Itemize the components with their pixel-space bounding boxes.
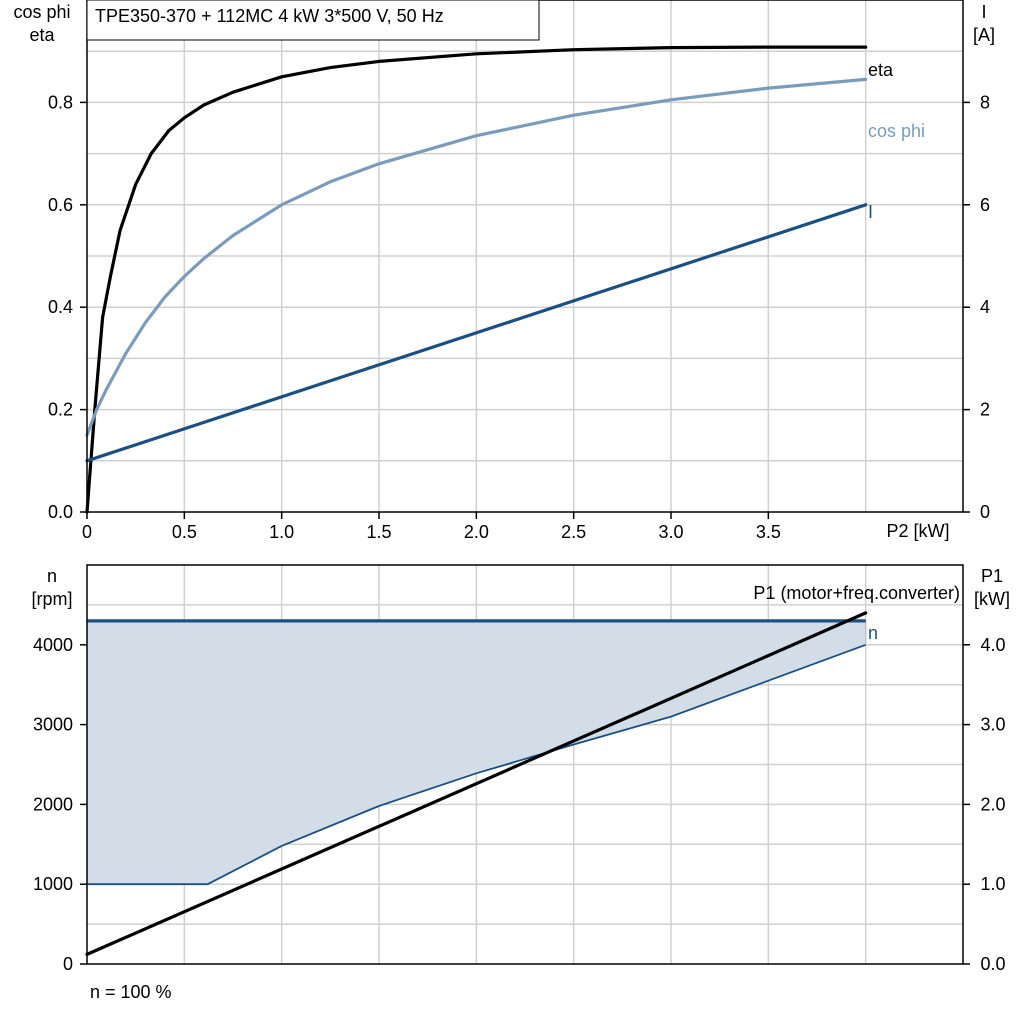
x-tick-label: 0: [82, 522, 92, 542]
eta-series-label: eta: [868, 60, 894, 80]
y-left-tick-label: 2000: [33, 794, 73, 814]
x-tick-label: 3.0: [658, 522, 683, 542]
top-left-axis-label-1: cos phi: [13, 2, 70, 22]
current-line: [85, 203, 868, 463]
footnote: n = 100 %: [90, 982, 172, 1002]
y-left-tick-label: 0.8: [48, 92, 73, 112]
y-right-tick-label: 0.0: [980, 954, 1005, 974]
y-left-tick-label: 0.0: [48, 502, 73, 522]
bottom-series: [85, 611, 868, 957]
top-tick-labels: 0 0.5 1.0 1.5 2.0 2.5 3.0 3.5 0.0 0.2 0.4 0.6 0.8 0 2 4…: [48, 92, 990, 542]
y-left-tick-label: 0.4: [48, 297, 73, 317]
cos-phi-series-label: cos phi: [868, 121, 925, 141]
bottom-left-axis-label-2: [rpm]: [31, 589, 72, 609]
y-right-tick-label: 0: [980, 502, 990, 522]
p1-power-line: [85, 611, 868, 957]
y-right-tick-label: 4.0: [980, 635, 1005, 655]
speed-power-panel: 0 1000 2000 3000 4000 0.0 1.0 2.0 3.0 4.0 n [rpm]…: [31, 564, 1010, 974]
bottom-tick-labels: 0 1000 2000 3000 4000 0.0 1.0 2.0 3.0 4.0: [33, 635, 1006, 974]
speed-min-curve: [87, 643, 867, 886]
speed-range-area: [87, 620, 866, 885]
bottom-right-axis-label-1: P1: [981, 566, 1003, 586]
cos-phi-curve: [85, 77, 868, 437]
bottom-right-axis-label-2: [kW]: [974, 589, 1010, 609]
y-left-tick-label: 3000: [33, 715, 73, 735]
eta-curve: [85, 45, 868, 514]
x-tick-label: 2.0: [464, 522, 489, 542]
title-box: [86, 0, 540, 41]
top-left-axis-label-2: eta: [29, 25, 55, 45]
x-tick-label: 1.5: [366, 522, 391, 542]
y-right-tick-label: 1.0: [980, 874, 1005, 894]
y-left-tick-label: 0: [63, 954, 73, 974]
y-left-tick-label: 0.6: [48, 195, 73, 215]
y-right-tick-label: 8: [980, 92, 990, 112]
y-right-tick-label: 2: [980, 400, 990, 420]
y-right-tick-label: 6: [980, 195, 990, 215]
x-tick-label: 0.5: [172, 522, 197, 542]
x-tick-label: 2.5: [561, 522, 586, 542]
y-left-tick-label: 0.2: [48, 400, 73, 420]
speed-series-label: n: [868, 623, 878, 643]
x-tick-label: 3.5: [756, 522, 781, 542]
p1-series-label: P1 (motor+freq.converter): [753, 583, 960, 603]
current-series-label: I: [868, 202, 873, 222]
x-tick-label: 1.0: [269, 522, 294, 542]
y-left-tick-label: 1000: [33, 874, 73, 894]
chart-title: TPE350-370 + 112MC 4 kW 3*500 V, 50 Hz: [95, 6, 444, 26]
bottom-plot-frame: [86, 564, 964, 965]
y-left-tick-label: 4000: [33, 635, 73, 655]
top-plot-frame: [86, 0, 964, 513]
y-right-tick-label: 4: [980, 297, 990, 317]
bottom-left-axis-label-1: n: [47, 566, 57, 586]
top-right-axis-label-1: I: [981, 2, 986, 22]
efficiency-current-panel: 0 0.5 1.0 1.5 2.0 2.5 3.0 3.5 0.0 0.2 0.4 0.6 0.8 0 2 4…: [13, 0, 995, 542]
top-series-lines: [85, 45, 868, 514]
y-right-tick-label: 3.0: [980, 715, 1005, 735]
x-axis-label: P2 [kW]: [886, 521, 949, 541]
y-right-tick-label: 2.0: [980, 794, 1005, 814]
top-right-axis-label-2: [A]: [973, 25, 995, 45]
top-grid: [87, 0, 963, 512]
